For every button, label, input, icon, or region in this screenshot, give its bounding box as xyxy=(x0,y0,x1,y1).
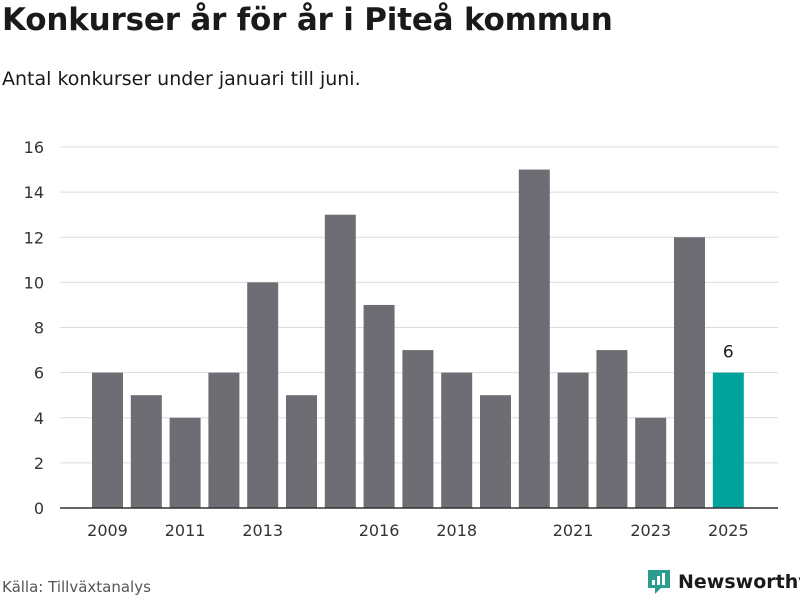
bar xyxy=(169,417,201,508)
x-tick-label: 2023 xyxy=(630,521,671,540)
x-tick-label: 2011 xyxy=(165,521,206,540)
y-tick-label: 8 xyxy=(34,319,44,338)
bar xyxy=(363,304,395,508)
bar xyxy=(441,372,473,508)
source-note: Källa: Tillväxtanalys xyxy=(2,578,151,596)
bar xyxy=(480,395,511,508)
newsworthy-logo-icon xyxy=(648,570,670,594)
x-tick-label: 2018 xyxy=(436,521,477,540)
y-tick-label: 10 xyxy=(24,273,44,292)
brand-logo[interactable]: Newsworthy xyxy=(646,568,800,596)
x-tick-label: 2013 xyxy=(242,521,283,540)
bar xyxy=(286,395,317,508)
chart-subtitle: Antal konkurser under januari till juni. xyxy=(2,68,361,90)
bar xyxy=(208,372,240,508)
bar xyxy=(92,372,123,508)
y-tick-label: 4 xyxy=(34,409,44,428)
bar xyxy=(596,350,628,508)
brand-name: Newsworthy xyxy=(678,571,800,593)
y-tick-label: 16 xyxy=(24,138,44,157)
data-label: 6 xyxy=(723,343,734,363)
y-tick-label: 6 xyxy=(34,364,44,383)
chart-title: Konkurser år för år i Piteå kommun xyxy=(2,2,613,38)
y-tick-label: 2 xyxy=(34,454,44,473)
y-tick-label: 12 xyxy=(24,228,44,247)
bar xyxy=(557,372,589,508)
bar xyxy=(247,282,279,508)
x-tick-label: 2009 xyxy=(87,521,128,540)
x-tick-label: 2025 xyxy=(708,521,749,540)
x-tick-label: 2016 xyxy=(359,521,400,540)
bar xyxy=(712,372,744,508)
y-tick-label: 0 xyxy=(34,499,44,518)
x-tick-label: 2021 xyxy=(553,521,594,540)
bar xyxy=(402,350,434,508)
bar xyxy=(324,214,356,508)
bar xyxy=(518,169,550,508)
bar xyxy=(130,395,162,508)
bar xyxy=(674,237,705,508)
bar xyxy=(635,417,667,508)
bar-chart: 0 2 4 6 8 10 12 14 16 2009 2011 2013 2016 2018 2021 202… xyxy=(24,138,778,540)
y-tick-label: 14 xyxy=(24,183,44,202)
